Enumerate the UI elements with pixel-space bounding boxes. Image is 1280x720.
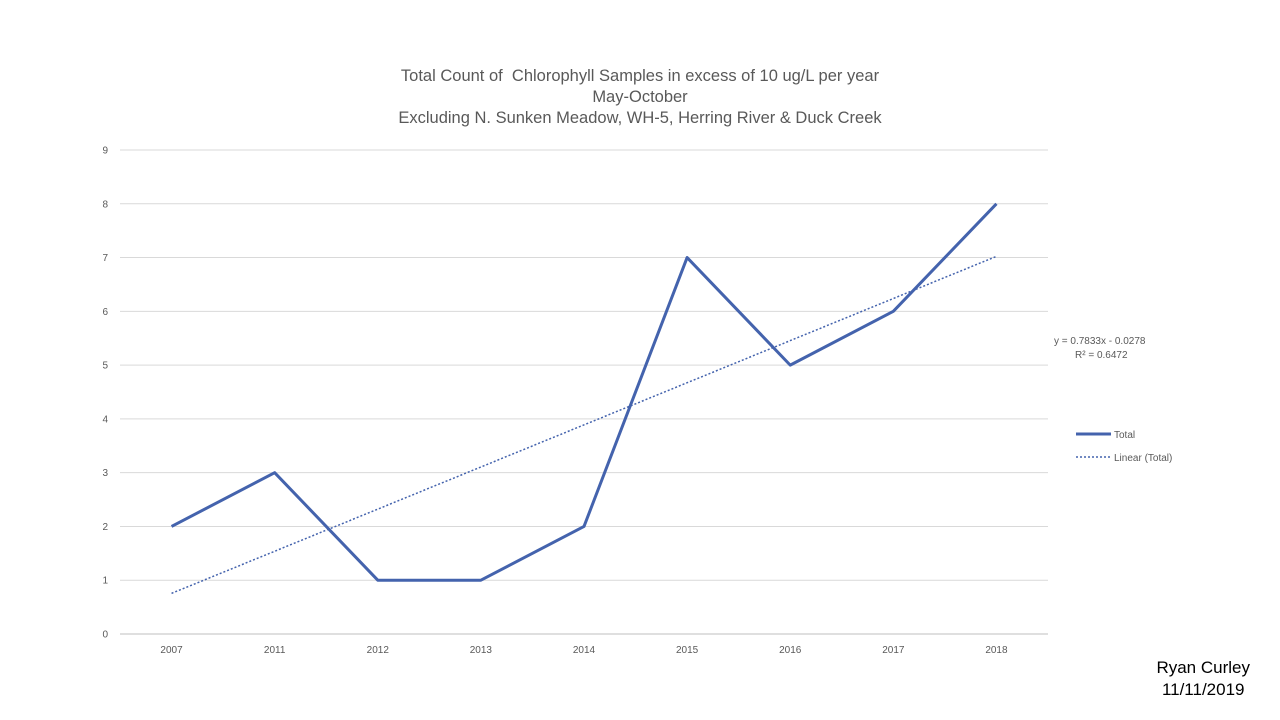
x-tick-label: 2018 bbox=[985, 645, 1008, 656]
x-tick-label: 2013 bbox=[470, 645, 493, 656]
author-block: Ryan Curley 11/11/2019 bbox=[1156, 657, 1250, 701]
chart-title-line-2: May-October bbox=[592, 88, 688, 106]
trendline-equation: y = 0.7833x - 0.0278 bbox=[1054, 336, 1146, 347]
y-tick-label: 9 bbox=[102, 146, 108, 157]
x-tick-label: 2007 bbox=[160, 645, 183, 656]
y-tick-label: 8 bbox=[102, 199, 108, 210]
y-tick-label: 4 bbox=[102, 414, 108, 425]
trendline bbox=[171, 255, 997, 595]
author-name: Ryan Curley bbox=[1156, 658, 1250, 677]
chart-title-line-1: Total Count of Chlorophyll Samples in ex… bbox=[400, 67, 880, 85]
series-line-total bbox=[170, 202, 998, 582]
x-tick-label: 2011 bbox=[264, 645, 286, 656]
y-tick-label: 2 bbox=[102, 522, 108, 533]
trendline-r-squared: R² = 0.6472 bbox=[1075, 350, 1128, 361]
y-tick-label: 0 bbox=[102, 630, 108, 641]
x-tick-label: 2014 bbox=[573, 645, 596, 656]
y-tick-label: 1 bbox=[102, 576, 108, 587]
x-tick-label: 2016 bbox=[779, 645, 802, 656]
y-tick-label: 3 bbox=[102, 468, 108, 479]
x-tick-label: 2012 bbox=[367, 645, 390, 656]
x-tick-label: 2015 bbox=[676, 645, 699, 656]
y-tick-label: 6 bbox=[102, 307, 108, 318]
legend-total-label: Total bbox=[1114, 430, 1135, 441]
y-tick-label: 5 bbox=[102, 361, 108, 372]
legend-linear-label: Linear (Total) bbox=[1114, 453, 1172, 464]
chart-title-line-3: Excluding N. Sunken Meadow, WH-5, Herrin… bbox=[398, 109, 882, 127]
author-date: 11/11/2019 bbox=[1161, 680, 1245, 699]
chart-title: Total Count of Chlorophyll Samples in ex… bbox=[0, 66, 1280, 129]
y-tick-label: 7 bbox=[102, 253, 108, 264]
x-tick-label: 2017 bbox=[882, 645, 905, 656]
